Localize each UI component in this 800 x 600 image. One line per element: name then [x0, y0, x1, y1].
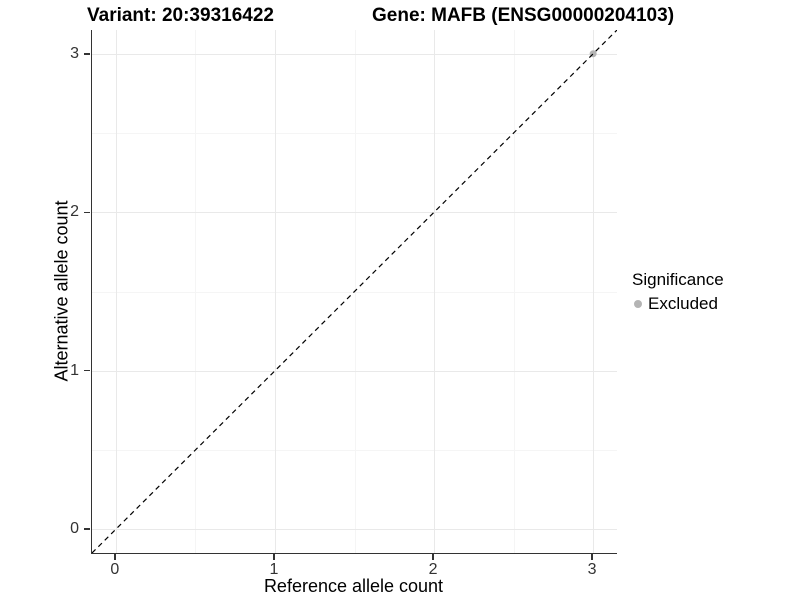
gridline-y-major	[92, 529, 617, 531]
legend-key-dot	[634, 300, 642, 308]
x-tick-label: 1	[269, 561, 279, 578]
gridline-x-major	[115, 30, 117, 553]
identity-dashed-line	[92, 30, 617, 553]
gridline-y-minor	[92, 133, 617, 134]
y-tick-label: 3	[70, 44, 79, 62]
y-tick-mark	[84, 53, 90, 55]
y-tick-mark	[84, 211, 90, 213]
legend-items: Excluded	[628, 294, 724, 314]
y-tick-mark	[84, 528, 90, 530]
legend-title: Significance	[632, 270, 724, 289]
x-tick-label: 0	[110, 561, 120, 578]
x-tick-mark	[432, 554, 434, 560]
plot-panel	[91, 30, 617, 554]
gridline-x-major	[593, 30, 595, 553]
x-tick-label: 3	[587, 561, 597, 578]
x-tick-mark	[591, 554, 593, 560]
legend: Significance Excluded	[628, 270, 724, 314]
gridline-y-major	[92, 212, 617, 214]
x-tick-mark	[114, 554, 116, 560]
y-axis-label: Alternative allele count	[51, 200, 72, 382]
legend-item-label: Excluded	[648, 294, 718, 313]
plot-area-svg	[92, 30, 617, 553]
y-tick-label: 1	[70, 361, 79, 379]
gridline-x-major	[274, 30, 276, 553]
y-tick-mark	[84, 369, 90, 372]
gridline-x-major	[434, 30, 436, 553]
gridline-y-minor	[92, 449, 617, 451]
x-tick-label: 2	[428, 561, 438, 578]
plot-title-variant: Variant: 20:39316422	[87, 5, 274, 26]
x-axis: 0 1 2 3	[91, 554, 616, 586]
legend-item: Excluded	[628, 294, 724, 314]
y-tick-label: 2	[70, 203, 79, 221]
x-axis-label: Reference allele count	[263, 576, 444, 596]
gridline-y-major	[92, 370, 617, 372]
gridline-y-major	[92, 53, 617, 55]
x-tick-mark	[273, 554, 275, 560]
plot-title-gene: Gene: MAFB (ENSG00000204103)	[372, 5, 675, 26]
y-tick-label: 0	[70, 520, 79, 538]
y-axis: 0 1 2 3	[0, 30, 90, 553]
